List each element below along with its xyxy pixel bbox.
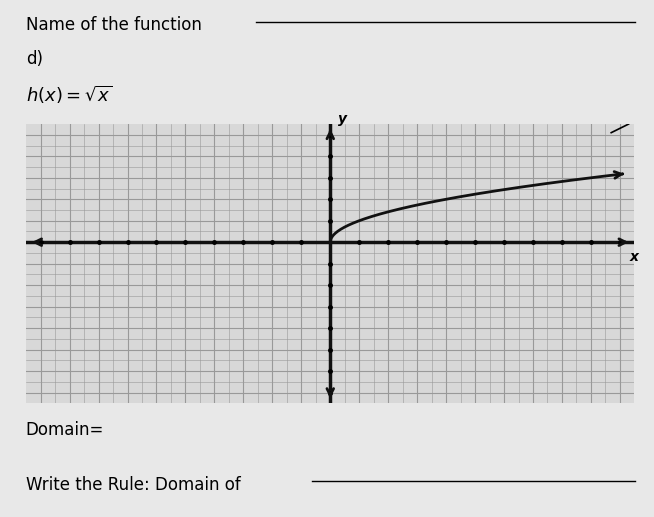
- Text: x: x: [630, 250, 639, 264]
- Text: Name of the function: Name of the function: [26, 16, 201, 34]
- Text: Domain=: Domain=: [26, 421, 104, 439]
- Text: $h(x)=\sqrt{x}$: $h(x)=\sqrt{x}$: [26, 84, 112, 107]
- Text: d): d): [26, 50, 43, 68]
- Text: Write the Rule: Domain of: Write the Rule: Domain of: [26, 476, 241, 494]
- Text: y: y: [337, 112, 347, 126]
